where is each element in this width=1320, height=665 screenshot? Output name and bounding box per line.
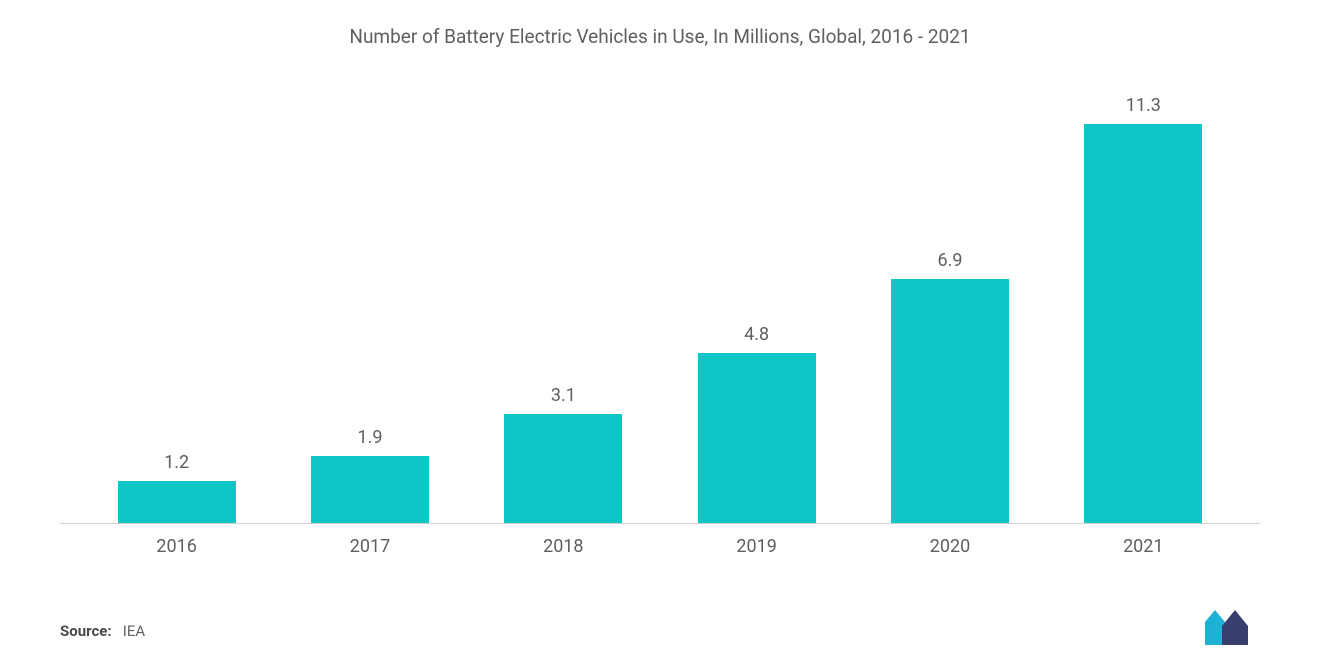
x-axis-tick: 2017 (273, 536, 466, 557)
mordor-logo-icon (1205, 610, 1260, 645)
bar-value-label: 6.9 (937, 250, 962, 271)
bar-value-label: 11.3 (1126, 95, 1161, 116)
x-axis-tick: 2019 (660, 536, 853, 557)
chart-title: Number of Battery Electric Vehicles in U… (60, 25, 1260, 48)
bar (698, 353, 816, 523)
chart-container: Number of Battery Electric Vehicles in U… (0, 0, 1320, 665)
source-value: IEA (123, 622, 145, 640)
bar-group: 1.2 (80, 78, 273, 523)
source-attribution: Source: IEA (60, 622, 145, 640)
bar-group: 11.3 (1047, 78, 1240, 523)
bar-group: 4.8 (660, 78, 853, 523)
x-axis-tick: 2021 (1047, 536, 1240, 557)
bar-group: 1.9 (273, 78, 466, 523)
bar (891, 279, 1009, 523)
bar-value-label: 3.1 (551, 385, 576, 406)
source-label: Source: (60, 622, 112, 640)
bar (118, 481, 236, 523)
bar-value-label: 1.2 (164, 452, 189, 473)
x-axis-tick: 2016 (80, 536, 273, 557)
bar (1084, 124, 1202, 523)
bar-value-label: 1.9 (358, 427, 383, 448)
x-axis-tick: 2020 (853, 536, 1046, 557)
x-axis: 201620172018201920202021 (60, 523, 1260, 557)
bar-group: 3.1 (467, 78, 660, 523)
bars-wrapper: 1.2 1.9 3.1 4.8 6.9 11.3 (60, 78, 1260, 523)
plot-area: 1.2 1.9 3.1 4.8 6.9 11.3 (60, 78, 1260, 523)
bar (504, 414, 622, 523)
x-axis-tick: 2018 (467, 536, 660, 557)
bar-value-label: 4.8 (744, 324, 769, 345)
bar (311, 456, 429, 523)
bar-group: 6.9 (853, 78, 1046, 523)
